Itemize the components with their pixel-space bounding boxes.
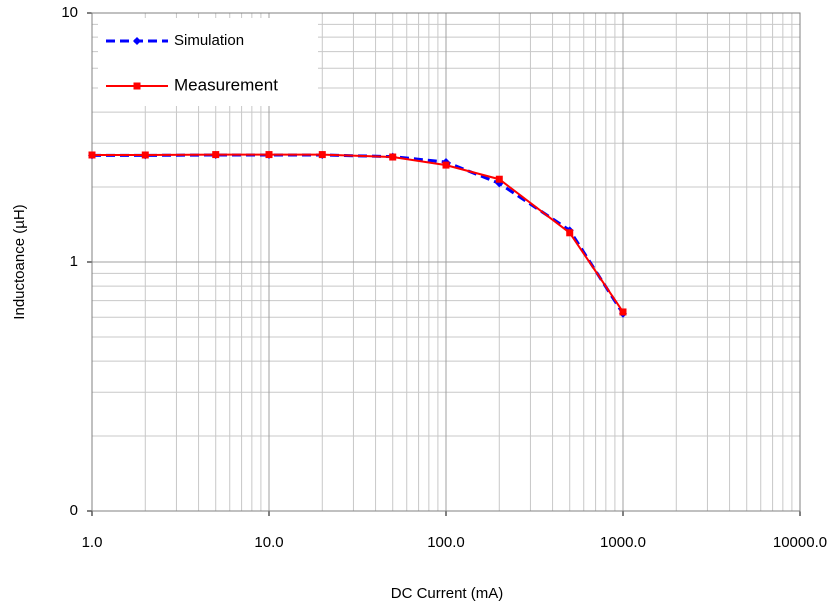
point — [318, 151, 326, 159]
point — [566, 229, 574, 237]
x-tick-label: 10000.0 — [773, 534, 827, 551]
point — [265, 151, 273, 159]
x-tick-label: 1000.0 — [600, 534, 646, 551]
point — [141, 151, 149, 159]
point — [619, 308, 627, 316]
plot-frame — [91, 12, 801, 512]
y-tick-label: 0 — [70, 502, 78, 519]
x-tick-label: 100.0 — [427, 534, 465, 551]
x-axis-label: DC Current (mA) — [391, 585, 504, 602]
legend-marker — [133, 37, 141, 45]
y-tick-label: 10 — [61, 4, 78, 21]
x-tick-label: 1.0 — [82, 534, 103, 551]
x-tick-label: 10.0 — [254, 534, 283, 551]
legend-label: Simulation — [174, 32, 244, 49]
point — [389, 153, 397, 161]
y-tick-label: 1 — [70, 253, 78, 270]
point — [88, 151, 96, 159]
legend-marker — [133, 82, 141, 90]
legend: Simulation Measurement — [98, 18, 318, 106]
legend-box — [98, 18, 318, 106]
y-axis-label: Inductoance (µH) — [11, 204, 28, 319]
legend-label: Measurement — [174, 75, 278, 94]
point — [495, 175, 503, 183]
point — [442, 161, 450, 169]
series-line — [92, 153, 624, 313]
point — [212, 151, 220, 159]
series-line — [92, 153, 625, 315]
